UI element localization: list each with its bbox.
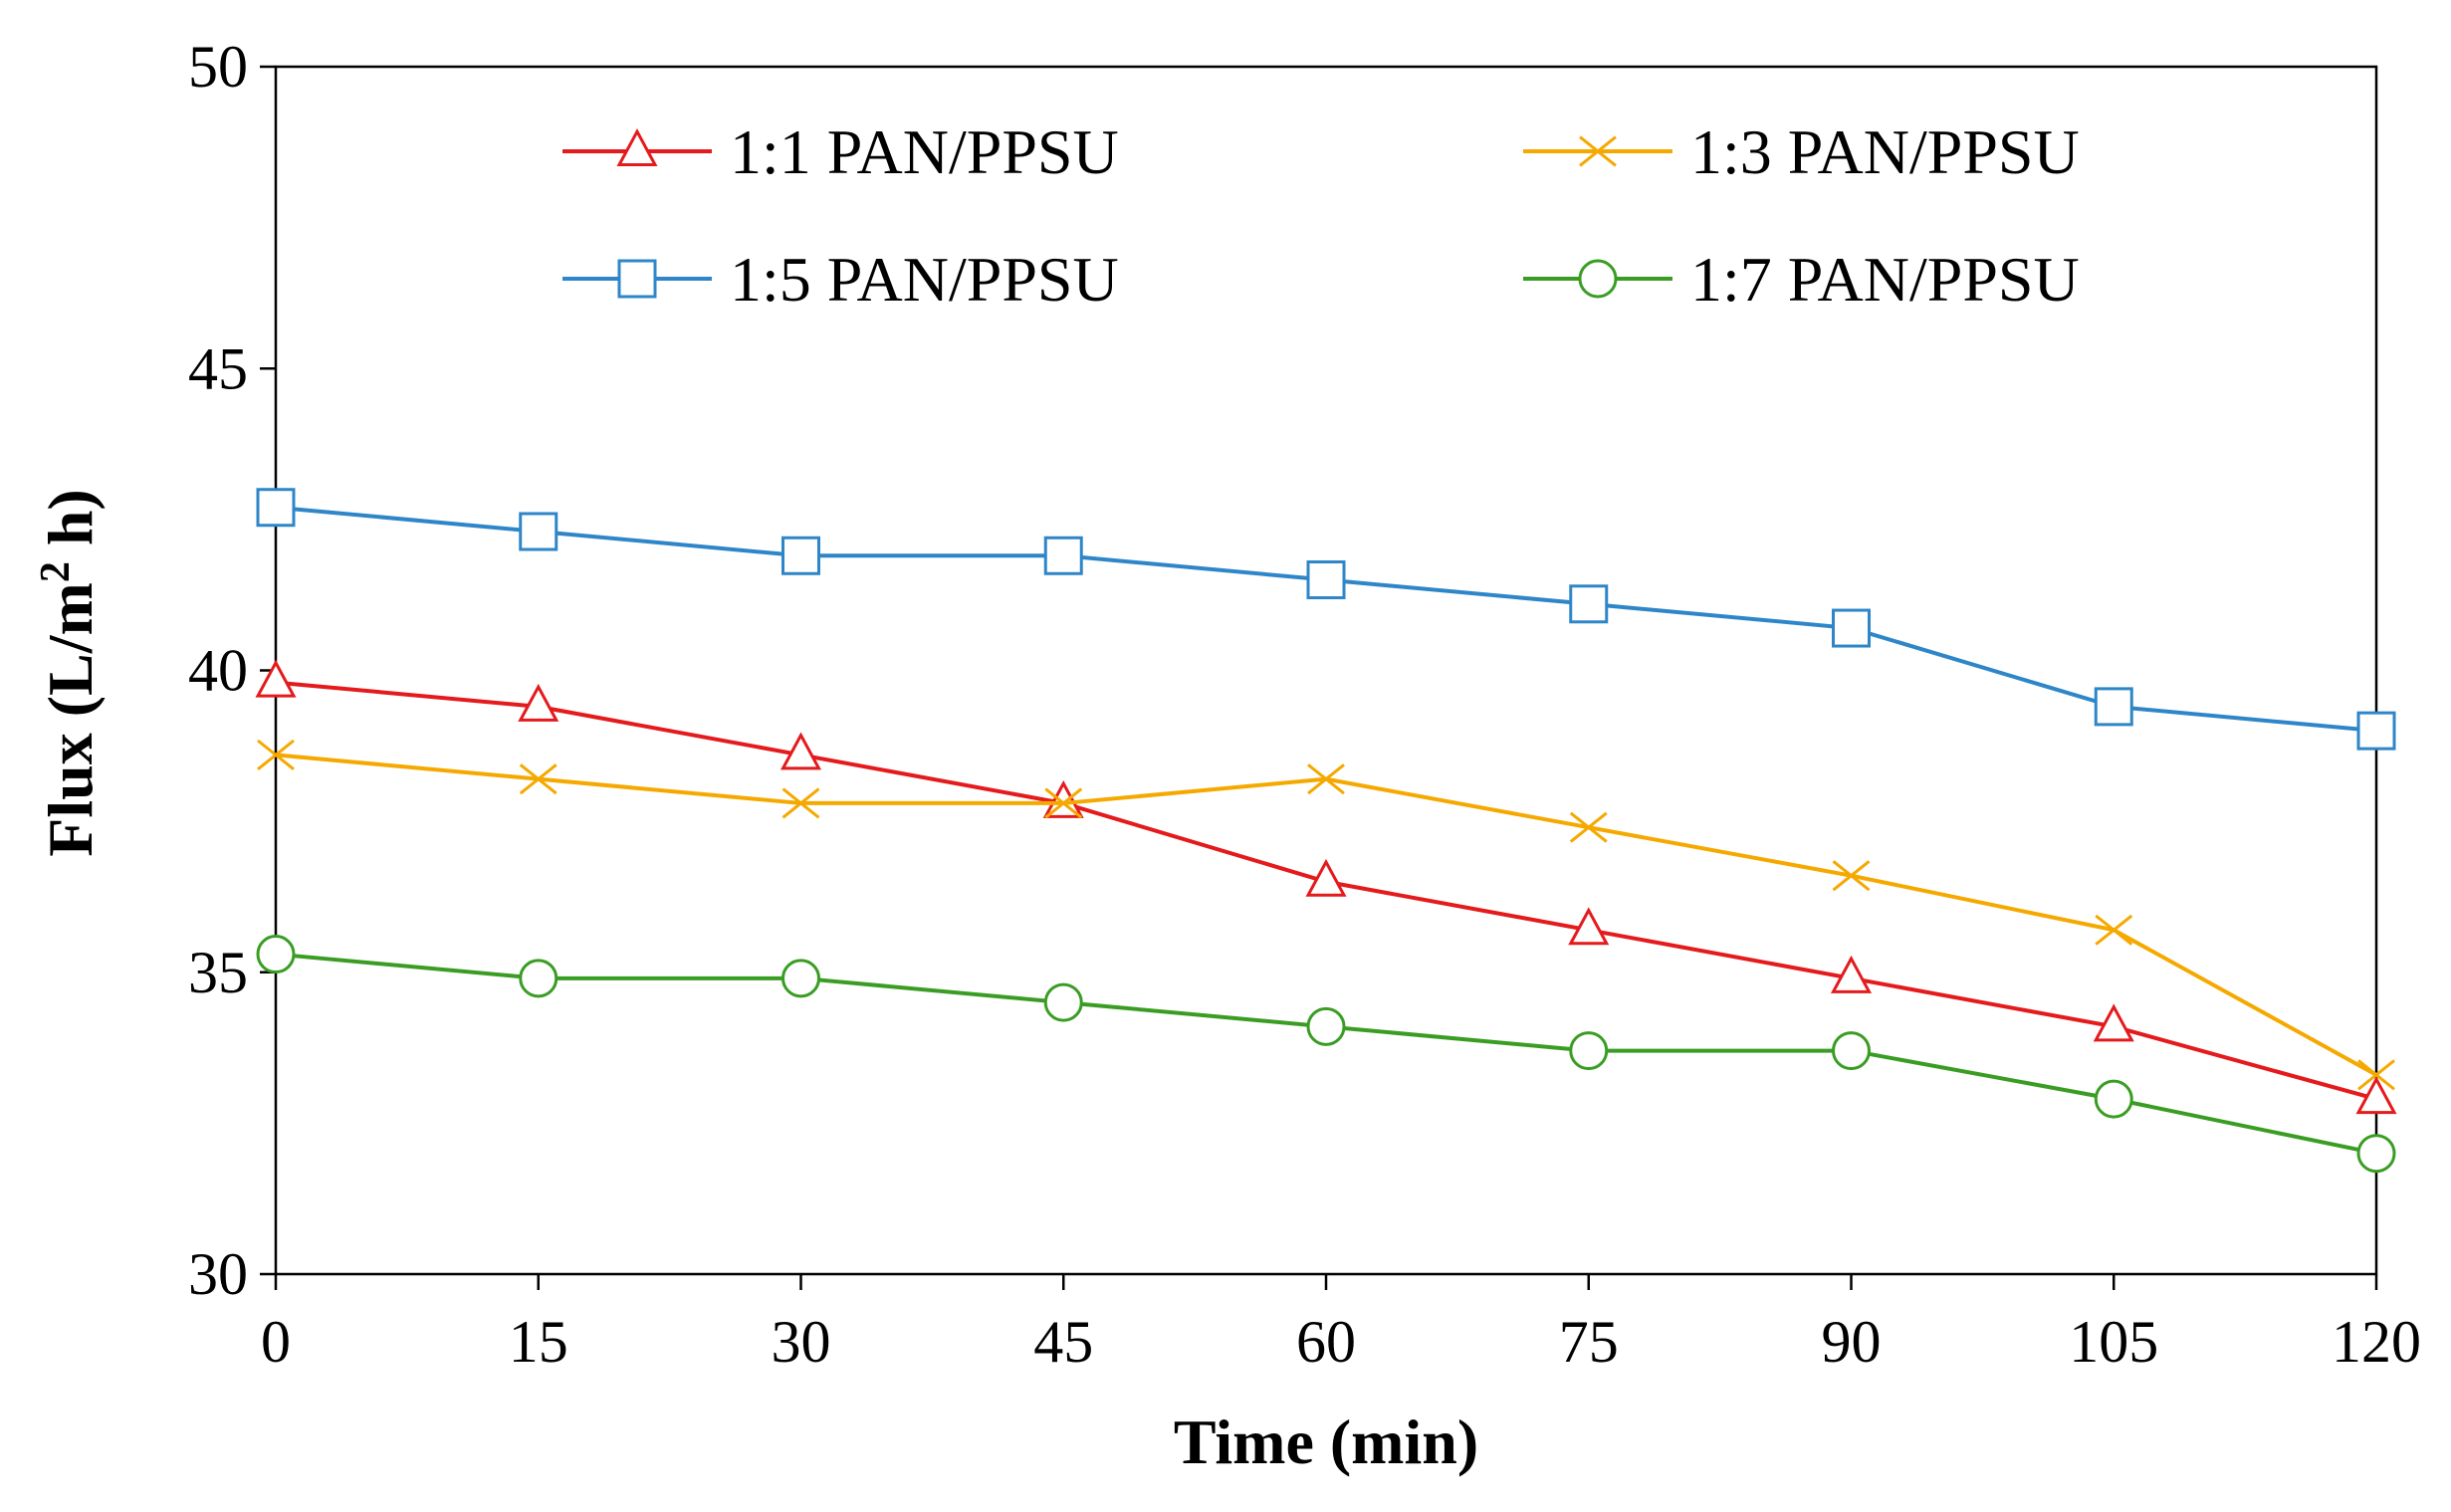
data-point-circle [519, 959, 558, 998]
data-point-square [519, 512, 558, 551]
series-line [275, 952, 2377, 1156]
legend-label: 1:7 PAN/PPSU [1690, 244, 2080, 315]
x-tick-label: 0 [261, 1309, 291, 1375]
data-point-circle [256, 935, 296, 974]
series-1 [255, 659, 2397, 1115]
x-tick-label: 90 [1822, 1309, 1882, 1375]
data-point-x [781, 787, 820, 819]
legend-marker-square [617, 259, 657, 299]
y-axis: 30 35 40 45 50 [188, 34, 276, 1307]
legend-marker-triangle [616, 128, 658, 166]
x-tick-label: 60 [1296, 1309, 1356, 1375]
legend-label: 1:1 PAN/PPSU [730, 116, 1119, 187]
data-point-triangle [2355, 1076, 2397, 1115]
series-4 [256, 935, 2396, 1174]
legend-label: 1:3 PAN/PPSU [1690, 116, 2080, 187]
data-point-circle [1043, 982, 1083, 1022]
data-point-square [1569, 584, 1609, 624]
data-point-x [2357, 1059, 2395, 1091]
x-axis: 0 15 30 45 60 75 90 105 120 [261, 1274, 2421, 1375]
data-point-square [2356, 711, 2396, 751]
data-point-triangle [2093, 1003, 2134, 1042]
legend-item: 1:7 PAN/PPSU [1523, 244, 2080, 315]
data-point-circle [781, 959, 820, 998]
data-point-square [1832, 608, 1871, 648]
data-point-x [1044, 787, 1083, 819]
series-2 [257, 739, 2395, 1091]
y-tick-label: 40 [188, 638, 248, 704]
data-point-square [256, 488, 296, 528]
series-line [275, 505, 2377, 734]
x-tick-label: 45 [1033, 1309, 1093, 1375]
data-point-triangle [255, 659, 297, 698]
data-point-x [2095, 914, 2133, 946]
data-point-square [2094, 687, 2133, 727]
legend-item: 1:5 PAN/PPSU [562, 244, 1119, 315]
series-3 [256, 488, 2396, 751]
y-axis-title: Flux (L/m2 h) [33, 489, 106, 856]
legend-marker-x [1579, 135, 1617, 167]
series-layer [255, 488, 2397, 1174]
x-axis-title: Time (min) [1174, 1406, 1478, 1477]
data-point-triangle [1305, 858, 1347, 897]
data-point-square [1306, 560, 1346, 600]
legend: 1:1 PAN/PPSU 1:3 PAN/PPSU 1:5 PAN/PPSU 1:7 … [562, 116, 2080, 315]
y-tick-label: 35 [188, 940, 248, 1005]
data-point-x [1307, 763, 1345, 795]
legend-label: 1:5 PAN/PPSU [730, 244, 1119, 315]
data-point-circle [1569, 1031, 1609, 1071]
y-tick-label: 45 [188, 335, 248, 401]
data-point-x [257, 739, 295, 770]
x-tick-label: 105 [2069, 1309, 2158, 1375]
data-point-square [1043, 536, 1083, 575]
x-tick-label: 15 [509, 1309, 568, 1375]
x-tick-label: 120 [2332, 1309, 2421, 1375]
data-point-circle [2356, 1134, 2396, 1174]
y-tick-label: 30 [188, 1241, 248, 1307]
y-tick-label: 50 [188, 34, 248, 100]
data-point-x [1569, 811, 1608, 843]
data-point-triangle [1568, 907, 1610, 946]
data-point-triangle [1830, 955, 1873, 993]
x-tick-label: 30 [772, 1309, 831, 1375]
data-point-square [781, 536, 820, 575]
legend-item: 1:3 PAN/PPSU [1523, 116, 2080, 187]
data-point-x [1832, 860, 1871, 892]
legend-marker-circle [1578, 259, 1618, 299]
data-point-circle [2094, 1079, 2133, 1119]
data-point-triangle [780, 732, 822, 770]
data-point-triangle [1042, 779, 1084, 818]
data-point-circle [1832, 1031, 1871, 1071]
data-point-circle [1306, 1006, 1346, 1046]
data-point-x [519, 763, 557, 795]
legend-item: 1:1 PAN/PPSU [562, 116, 1119, 187]
x-tick-label: 75 [1559, 1309, 1619, 1375]
data-point-triangle [518, 683, 559, 722]
